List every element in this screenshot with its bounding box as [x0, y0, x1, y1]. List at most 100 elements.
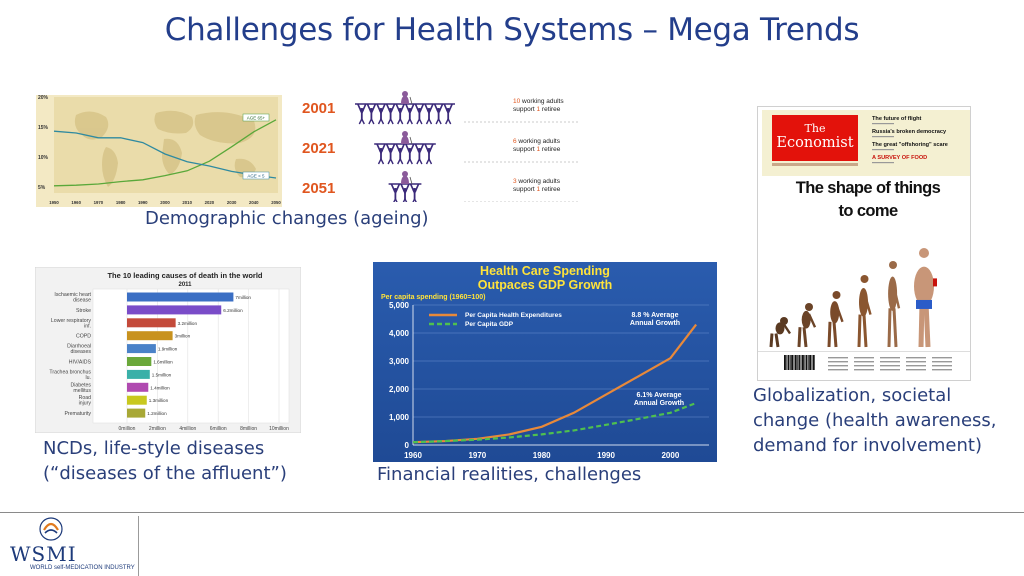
demo-series-line [53, 119, 277, 187]
annot-gdp-1: 6.1% Average [636, 392, 681, 399]
causes-category: injury [79, 401, 92, 407]
legend-health: Per Capita Health Expenditures [465, 312, 562, 319]
cover-headline-1: The shape of things [796, 179, 941, 197]
spend-xtick: 1970 [468, 451, 486, 460]
demo-ytick: 20% [38, 95, 49, 101]
demo-xtick: 2040 [249, 200, 259, 205]
causes-category: Diarrhoeal [67, 344, 91, 350]
spending-chart: Health Care Spending Outpaces GDP Growth… [373, 262, 717, 462]
causes-category: Trachea bronchus [49, 369, 91, 375]
support-line2: support 1 retiree [513, 106, 561, 113]
support-line1: 3 working adults [513, 178, 561, 185]
causes-value-label: 1.3million [149, 398, 169, 403]
barcode-icon [782, 353, 816, 373]
spend-subtitle: Per capita spending (1960=100) [381, 294, 485, 301]
demo-xtick: 1960 [71, 200, 81, 205]
spend-ytick: 2,000 [389, 385, 410, 394]
causes-value-label: 1.5million [152, 372, 172, 377]
spend-xtick: 1960 [404, 451, 422, 460]
demographic-chart: 20% 15% 10% 5% 1950 1960 1970 1980 1990 2000 2010… [36, 95, 282, 207]
causes-bar [127, 395, 147, 405]
demo-xtick: 1970 [94, 200, 104, 205]
causes-category: Lower respiratory [51, 318, 91, 324]
demo-xtick: 1950 [49, 200, 59, 205]
worker-figure-icon [443, 103, 453, 125]
worker-figure-icon [376, 103, 386, 125]
worker-figure-icon [414, 103, 425, 125]
causes-value-label: 7million [235, 295, 251, 300]
logo-subtext: WORLD self-MEDICATION INDUSTRY [30, 565, 135, 571]
support-year: 2001 [302, 100, 335, 117]
label-age65: AGE 65+ [247, 116, 266, 121]
causes-category: COPD [76, 334, 91, 340]
causes-category: disease [73, 298, 91, 304]
causes-bar [127, 344, 156, 354]
worker-figure-icon [424, 143, 434, 165]
causes-bar [127, 292, 234, 302]
evolution-illustration [758, 248, 970, 352]
support-year: 2021 [302, 140, 335, 157]
worker-figure-icon [385, 143, 396, 165]
causes-bar [127, 369, 150, 379]
demo-xtick: 2030 [227, 200, 237, 205]
demo-xtick: 2010 [182, 200, 192, 205]
spend-xtick: 2000 [661, 451, 679, 460]
retiree-figure-icon [401, 91, 413, 105]
demo-ytick: 10% [38, 155, 49, 161]
legend-gdp: Per Capita GDP [465, 321, 514, 328]
spend-ytick: 0 [405, 441, 410, 450]
causes-xtick: 4million [179, 426, 196, 432]
economist-masthead [772, 115, 858, 161]
causes-category: Prematurity [64, 411, 91, 417]
slide-title: Challenges for Health Systems – Mega Tre… [164, 12, 860, 48]
causes-category: diseases [71, 349, 92, 355]
spend-title-2: Outpaces GDP Growth [478, 278, 613, 292]
causes-value-label: 3.2million [178, 321, 198, 326]
causes-category: mellitus [73, 388, 91, 394]
support-year: 2051 [302, 180, 335, 197]
causes-category: Diabetes [71, 382, 92, 388]
spend-ytick: 4,000 [389, 329, 410, 338]
causes-value-label: 6.2million [223, 308, 243, 313]
causes-title-2: 2011 [178, 282, 192, 288]
causes-category: HIV/AIDS [69, 360, 92, 366]
worker-figure-icon [405, 103, 415, 125]
demo-xtick: 2020 [205, 200, 215, 205]
retiree-figure-icon [401, 131, 413, 145]
causes-bar [127, 382, 149, 392]
spend-title-1: Health Care Spending [480, 264, 610, 278]
causes-category: Ischaemic heart [54, 292, 91, 298]
worker-figure-icon [395, 103, 405, 125]
spend-ytick: 5,000 [389, 301, 410, 310]
wsmi-logo: WSMI WORLD self-MEDICATION INDUSTRY [8, 516, 139, 576]
worker-figure-icon [405, 143, 415, 165]
masthead-economist: Economist [776, 135, 853, 151]
caption-ncd-2: (“diseases of the affluent”) [43, 463, 287, 484]
caption-ncd-1: NCDs, life-style diseases [43, 438, 265, 459]
demo-series-line [53, 130, 277, 179]
worker-figure-icon [414, 143, 425, 165]
support-line2: support 1 retiree [513, 186, 561, 193]
caption-glob-3: demand for involvement) [753, 435, 982, 456]
label-age5: AGE < 5 [247, 174, 265, 179]
spend-xtick: 1990 [597, 451, 615, 460]
causes-value-label: 1.9million [158, 347, 178, 352]
worker-figure-icon [424, 103, 434, 125]
causes-category: Stroke [76, 308, 91, 314]
cover-headline-2: to come [838, 202, 897, 220]
demo-ytick: 5% [38, 185, 46, 191]
support-line1: 6 working adults [513, 138, 561, 145]
caption-financial: Financial realities, challenges [377, 464, 642, 485]
causes-xtick: 10million [269, 426, 289, 432]
demo-xtick: 1980 [116, 200, 126, 205]
demo-xtick: 2050 [271, 200, 281, 205]
causes-of-death-chart: The 10 leading causes of death in the wo… [35, 267, 301, 433]
retiree-figure-icon [401, 171, 413, 185]
causes-xtick: 6million [210, 426, 227, 432]
causes-bar [127, 408, 146, 418]
worker-figure-icon [409, 183, 420, 202]
annot-health-2: Annual Growth [630, 320, 680, 327]
